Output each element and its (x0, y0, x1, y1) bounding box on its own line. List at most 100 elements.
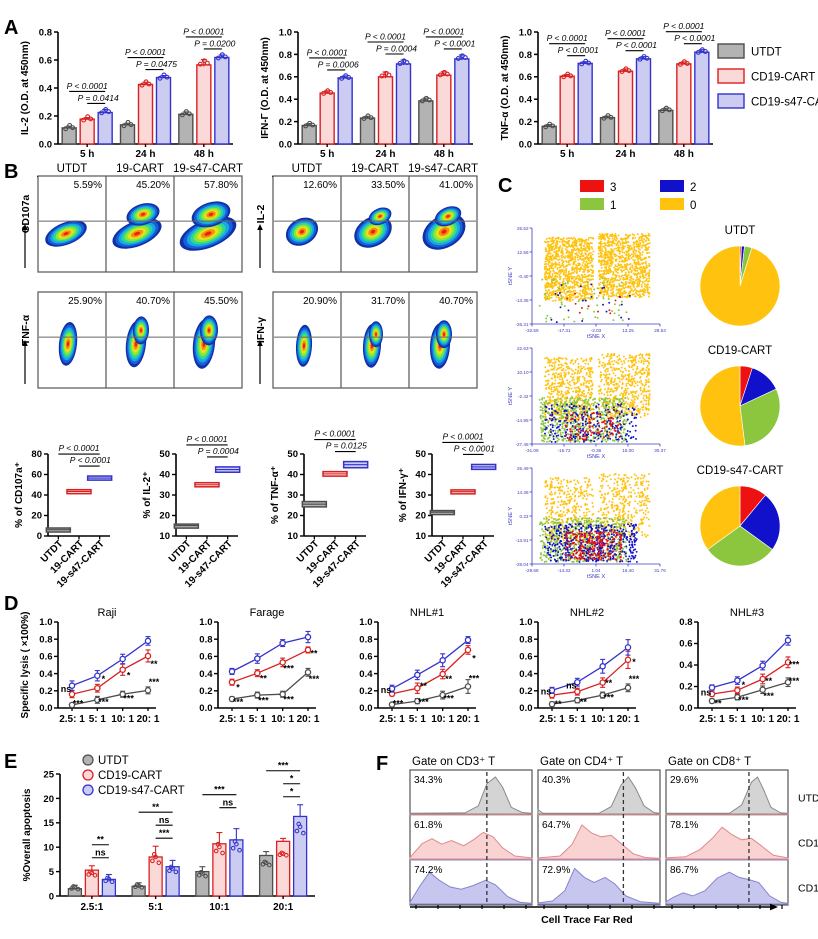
svg-text:0.8: 0.8 (39, 27, 52, 38)
data-point (144, 637, 152, 645)
data-point (304, 633, 312, 641)
svg-text:-27.48: -27.48 (515, 442, 528, 447)
panel-f-column: 34.3% 61.8% 74.2% (409, 769, 533, 909)
panel-letter-f: F (376, 753, 389, 775)
svg-text:IL-2: IL-2 (255, 205, 267, 224)
flow-block: UTDT 19-CART 19-s47-CART 5.59% 45.20% 57.80% C… (20, 163, 243, 273)
histogram-trace (665, 776, 789, 815)
axis-arrow-icon (257, 340, 263, 384)
data-point (254, 691, 261, 699)
svg-text:57.80%: 57.80% (204, 180, 238, 191)
svg-text:20: 20 (287, 511, 298, 522)
svg-text:P = 0.0475: P = 0.0475 (136, 59, 177, 69)
svg-text:24 h: 24 h (375, 149, 395, 160)
density-blob (192, 315, 219, 369)
flow-block: 25.90% 40.70% 45.50% TNF-α (20, 291, 243, 389)
bar (559, 75, 575, 145)
svg-text:15.00: 15.00 (622, 448, 634, 453)
svg-text:P < 0.0001: P < 0.0001 (605, 28, 646, 38)
svg-text:40.70%: 40.70% (136, 296, 170, 307)
series-line (391, 685, 469, 706)
svg-text:31.76: 31.76 (654, 568, 666, 573)
data-point (464, 636, 472, 644)
svg-text:80: 80 (31, 449, 42, 460)
data-point (548, 700, 556, 708)
svg-text:P < 0.0001: P < 0.0001 (314, 429, 355, 439)
svg-text:% of IFN-γ⁺: % of IFN-γ⁺ (398, 468, 409, 522)
panel-f-column: 29.6% 78.1% 86.7% (665, 769, 789, 909)
data-point (624, 684, 632, 692)
svg-text:-2.03: -2.03 (591, 328, 602, 333)
pie-slice (699, 485, 741, 550)
data-point (734, 694, 741, 701)
series-line (711, 681, 789, 702)
data-point (228, 678, 236, 686)
svg-text:-14.32: -14.32 (557, 568, 570, 573)
gate-percent: 72.9% (542, 865, 570, 876)
bar (599, 116, 616, 145)
series-line (231, 671, 309, 700)
pie-slice (739, 494, 781, 550)
data-point (144, 652, 152, 660)
bar (97, 111, 113, 145)
svg-text:25.49: 25.49 (517, 466, 529, 471)
pie-slice (739, 388, 781, 447)
svg-text:P < 0.0001: P < 0.0001 (70, 455, 111, 465)
svg-text:31.70%: 31.70% (371, 296, 405, 307)
panel-f-column-header: Gate on CD8⁺ T (668, 756, 751, 768)
svg-text:19-s47-CART: 19-s47-CART (408, 163, 478, 175)
series-line (231, 649, 309, 683)
svg-text:P < 0.0001: P < 0.0001 (674, 33, 715, 43)
data-point (304, 669, 312, 676)
panel-f-column: 40.3% 64.7% 72.9% (537, 769, 661, 909)
svg-text:0.8: 0.8 (519, 50, 532, 61)
svg-text:19-CART: 19-CART (351, 163, 399, 175)
panel-b-summary: 0 20 40 60 80% of CD107a⁺ UTDT 19-CART 19-s47-C… (6, 418, 506, 590)
svg-text:40.70%: 40.70% (439, 296, 473, 307)
tsne-points (538, 352, 651, 443)
svg-text:0: 0 (690, 200, 696, 212)
svg-text:0.0: 0.0 (39, 139, 52, 150)
series-line (551, 659, 629, 696)
svg-text:24 h: 24 h (615, 149, 635, 160)
panel-b-flow: UTDT 19-CART 19-s47-CART 5.59% 45.20% 57.80% C… (10, 163, 500, 400)
svg-text:33.50%: 33.50% (371, 180, 405, 191)
panel-letter-d: D (4, 593, 19, 615)
panel-c: 3 2 1 0 25.52 12.56 -0.40 -13.35 -26.31 -32.59 -17… (500, 176, 818, 586)
bar (275, 840, 291, 897)
svg-text:P < 0.0001: P < 0.0001 (365, 32, 406, 42)
series-line (391, 639, 469, 690)
svg-text:48 h: 48 h (194, 149, 214, 160)
data-point (228, 695, 236, 703)
bar (676, 63, 692, 145)
data-point (574, 678, 581, 686)
data-point (94, 684, 101, 692)
bar (617, 70, 634, 145)
panel-a-chart: 0.0 0.2 0.4 0.6 0.8 1.0 IFN-Γ (O.D. at 450nm) 5… (260, 26, 476, 160)
data-point (279, 690, 286, 698)
density-blob (429, 320, 452, 369)
histogram-trace (537, 824, 661, 860)
svg-text:14.36: 14.36 (517, 490, 529, 495)
gate-percent: 34.3% (414, 775, 442, 786)
data-point (388, 685, 396, 692)
data-point (599, 691, 606, 699)
svg-text:IFN-Γ (O.D. at 450nm): IFN-Γ (O.D. at 450nm) (260, 37, 271, 139)
svg-text:-28.04: -28.04 (515, 562, 528, 567)
panel-c-svg: 3 2 1 0 25.52 12.56 -0.40 -13.35 -26.31-32.59 -17… (508, 180, 783, 580)
svg-text:1.0: 1.0 (279, 27, 292, 38)
density-blob (112, 203, 162, 249)
series-line (71, 655, 149, 695)
svg-text:-32.59: -32.59 (525, 328, 538, 333)
svg-text:1.0: 1.0 (519, 27, 532, 38)
svg-text:19-s47-CART: 19-s47-CART (173, 163, 243, 175)
svg-text:22.63: 22.63 (517, 346, 529, 351)
svg-text:P = 0.0006: P = 0.0006 (318, 59, 359, 69)
svg-text:% of TNF-α⁺: % of TNF-α⁺ (270, 466, 281, 524)
bar (196, 64, 212, 145)
data-point (574, 697, 581, 704)
data-point (624, 656, 632, 664)
